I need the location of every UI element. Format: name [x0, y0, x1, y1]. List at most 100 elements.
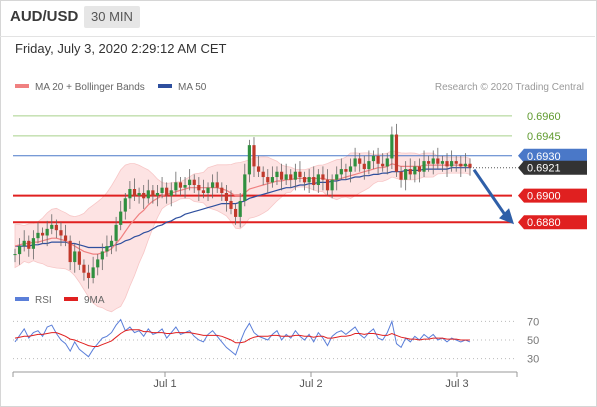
timeframe-badge[interactable]: 30 MIN: [84, 6, 140, 28]
candle-body: [73, 251, 77, 263]
candle-body: [17, 246, 22, 255]
candle-body: [45, 228, 49, 236]
candle-body: [436, 158, 440, 164]
candle-body: [266, 177, 270, 183]
candle-body: [289, 174, 293, 180]
candle-body: [459, 163, 463, 167]
candle-body: [427, 161, 431, 164]
candle-body: [77, 251, 81, 265]
candle-body: [50, 224, 54, 229]
legend-swatch: [15, 84, 29, 88]
ma20-line: [14, 163, 471, 255]
candle-body: [307, 177, 311, 183]
level-label-0.6960: 0.6960: [527, 111, 561, 123]
candle-body: [298, 171, 302, 178]
candle-body: [284, 174, 288, 180]
candle-body: [183, 185, 187, 188]
candle-body: [302, 177, 307, 183]
candle-body: [27, 240, 31, 249]
candle-body: [353, 158, 357, 167]
candle-body: [36, 232, 40, 239]
candle-body: [312, 177, 316, 186]
candle-body: [408, 169, 412, 175]
rsi-legend: RSI 9MA: [15, 295, 105, 306]
candle-body: [376, 155, 380, 164]
candle-body: [270, 177, 274, 183]
candle-body: [344, 169, 348, 172]
candle-body: [86, 272, 91, 279]
candle-body: [192, 179, 196, 186]
candle-body: [178, 182, 183, 188]
candle-body: [215, 182, 219, 188]
candle-body: [256, 166, 261, 172]
candle-body: [197, 185, 201, 191]
candle-body: [413, 166, 417, 175]
candle-body: [201, 190, 206, 193]
legend-label: RSI: [35, 295, 52, 306]
rsi-tick-label: 30: [527, 354, 539, 366]
candle-body: [160, 187, 164, 193]
candle-body: [385, 158, 389, 167]
rsi-line: [14, 318, 471, 358]
candle-body: [417, 166, 422, 172]
candle-body: [137, 192, 141, 196]
candle-body: [109, 240, 114, 247]
candle-body: [155, 192, 160, 196]
forecast-arrow: [472, 168, 514, 225]
candle-body: [151, 190, 155, 196]
candle-body: [100, 251, 104, 260]
candle-body: [422, 161, 426, 172]
candle-body: [174, 182, 178, 191]
level-tag-0.6930: [518, 148, 587, 163]
level-tag-0.6880: [518, 215, 587, 230]
candle-body: [463, 163, 468, 167]
level-label-0.6945: 0.6945: [527, 131, 561, 143]
candle-body: [54, 224, 58, 231]
candle-body: [275, 171, 279, 178]
x-axis: Jul 1 Jul 2 Jul 3: [12, 371, 518, 390]
candle-body: [238, 200, 242, 217]
datetime-label: Friday, July 3, 2020 2:29:12 AM CET: [15, 41, 227, 56]
candle-body: [114, 224, 118, 241]
candle-body: [211, 182, 215, 188]
candle-body: [325, 179, 330, 191]
level-tag-0.6900: [518, 188, 587, 203]
candle-body: [91, 267, 95, 279]
candle-body: [224, 192, 229, 201]
arrow-shaft: [472, 168, 508, 218]
candle-body: [68, 240, 72, 263]
candle-body: [142, 192, 146, 199]
rsi-tick-label: 70: [527, 316, 539, 328]
arrow-head: [499, 208, 514, 225]
candle-body: [358, 158, 362, 164]
candle-body: [468, 163, 472, 168]
candle-body: [146, 190, 150, 199]
candle-body: [96, 259, 100, 268]
candle-body: [252, 145, 256, 167]
candle-body: [293, 171, 297, 180]
candle-body: [128, 189, 132, 199]
candle-body: [243, 174, 247, 201]
level-tags: 0.6960 0.6945 0.6930 0.6900 0.6880 0.6921: [518, 111, 587, 230]
legend-swatch: [64, 297, 78, 301]
rsi-grid: 70 50 30: [13, 316, 539, 366]
candle-body: [431, 158, 435, 164]
candle-body: [234, 208, 238, 217]
rsi-tick-label: 50: [527, 335, 539, 347]
candle-body: [59, 230, 63, 236]
candle-body: [316, 174, 320, 186]
level-label-0.6880: 0.6880: [527, 217, 561, 229]
candle-body: [371, 155, 376, 162]
candle-body: [445, 161, 449, 167]
candle-body: [13, 254, 17, 256]
candle-body: [279, 171, 284, 180]
rsi-ma-line: [14, 329, 470, 347]
candle-body: [123, 198, 127, 212]
candle-body: [399, 171, 403, 180]
candle-body: [22, 240, 26, 247]
level-label-0.6930: 0.6930: [527, 151, 561, 163]
symbol-title: AUD/USD: [10, 8, 79, 25]
candle-body: [132, 189, 137, 196]
candle-body: [339, 169, 343, 175]
candle-body: [330, 179, 334, 191]
